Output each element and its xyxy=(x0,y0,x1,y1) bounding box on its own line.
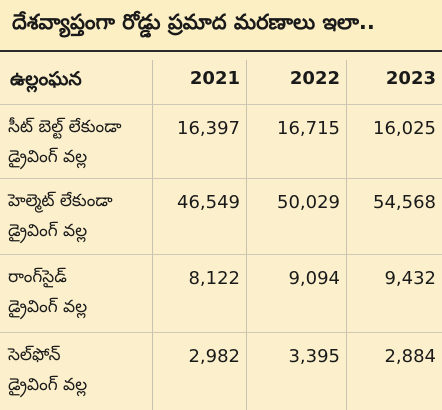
table-cell: 50,029 xyxy=(277,192,340,213)
table-cell: 46,549 xyxy=(177,192,240,213)
table-row-label: సెల్‌ఫోన్ డ్రైవింగ్ వల్ల xyxy=(8,340,152,400)
header-year-2021: 2021 xyxy=(189,68,240,89)
header-label: ఉల్లంఘన xyxy=(10,68,82,90)
table-row-label: రాంగ్‌సైడ్ డ్రైవింగ్ వల్ల xyxy=(8,262,152,322)
row-label-line1: హెల్మెట్ లేకుండా xyxy=(8,191,113,211)
row-label-line2: డ్రైవింగ్ వల్ల xyxy=(8,147,88,167)
table-cell: 16,397 xyxy=(177,118,240,139)
row-label-line1: సీట్ బెల్ట్ లేకుండా xyxy=(8,117,122,137)
table-cell: 16,715 xyxy=(277,118,340,139)
table-row-label: సీట్ బెల్ట్ లేకుండా డ్రైవింగ్ వల్ల xyxy=(8,112,152,172)
row-divider xyxy=(0,178,442,179)
fatalities-table: ఉల్లంఘన 2021 2022 2023 సీట్ బెల్ట్ లేకుం… xyxy=(0,52,442,410)
row-label-line2: డ్రైవింగ్ వల్ల xyxy=(8,297,88,317)
row-label-line2: డ్రైవింగ్ వల్ల xyxy=(8,221,88,241)
table-cell: 16,025 xyxy=(373,118,436,139)
column-divider xyxy=(346,60,347,410)
column-divider xyxy=(152,60,153,410)
column-divider xyxy=(246,60,247,410)
header-year-2023: 2023 xyxy=(385,68,436,89)
row-divider xyxy=(0,332,442,333)
table-row-label: హెల్మెట్ లేకుండా డ్రైవింగ్ వల్ల xyxy=(8,186,152,246)
table-cell: 9,432 xyxy=(384,268,436,289)
table-cell: 54,568 xyxy=(373,192,436,213)
table-cell: 9,094 xyxy=(288,268,340,289)
table-cell: 8,122 xyxy=(188,268,240,289)
page-title: దేశవ్యాప్తంగా రోడ్డు ప్రమాద మరణాలు ఇలా.. xyxy=(0,0,442,52)
row-label-line2: డ్రైవింగ్ వల్ల xyxy=(8,375,88,395)
table-cell: 2,884 xyxy=(384,346,436,367)
header-year-2022: 2022 xyxy=(289,68,340,89)
row-divider xyxy=(0,104,442,105)
table-cell: 2,982 xyxy=(188,346,240,367)
table-cell: 3,395 xyxy=(288,346,340,367)
row-divider xyxy=(0,254,442,255)
row-label-line1: సెల్‌ఫోన్ xyxy=(8,345,61,365)
row-label-line1: రాంగ్‌సైడ్ xyxy=(8,267,67,287)
